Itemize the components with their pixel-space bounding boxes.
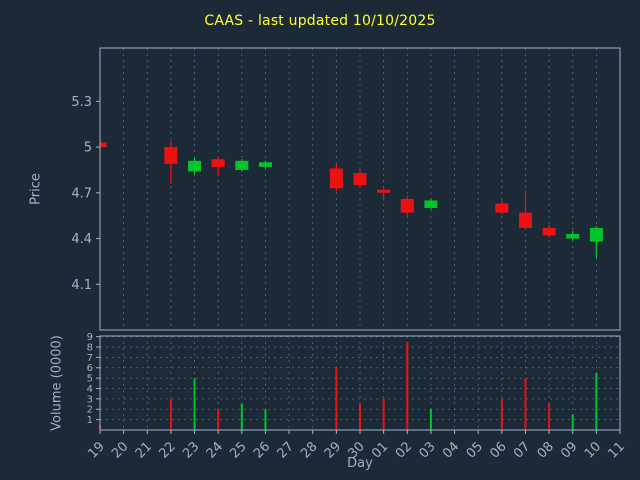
day-axis-label: Day (347, 456, 373, 471)
candle-body (329, 168, 343, 189)
day-tick-label: 07 (511, 439, 533, 461)
volume-tick-label: 6 (87, 363, 93, 374)
day-tick-label: 04 (440, 439, 462, 461)
day-tick-label: 29 (322, 439, 344, 461)
candle-body (566, 233, 580, 239)
day-tick-label: 20 (109, 439, 131, 461)
candle-body (424, 200, 438, 209)
day-tick-label: 21 (133, 439, 155, 461)
volume-tick-label: 3 (87, 394, 93, 405)
day-tick-label: 08 (535, 439, 557, 461)
gridlines (99, 48, 621, 430)
candlesticks (100, 139, 603, 259)
day-tick-label: 10 (582, 439, 604, 461)
day-tick-label: 25 (227, 439, 249, 461)
price-tick-label: 5.3 (71, 95, 92, 110)
price-tick-label: 4.7 (71, 186, 92, 201)
day-tick-label: 11 (606, 439, 628, 461)
candle-body (542, 227, 556, 236)
chart-title: CAAS - last updated 10/10/2025 (204, 13, 436, 29)
candle-body (518, 212, 532, 228)
day-tick-label: 01 (369, 439, 391, 461)
candle-body (258, 162, 272, 167)
price-tick-label: 4.1 (71, 278, 92, 293)
candle-body (377, 189, 391, 193)
volume-tick-label: 1 (87, 415, 93, 426)
day-tick-label: 22 (156, 439, 178, 461)
day-tick-label: 06 (487, 439, 509, 461)
volume-tick-label: 9 (87, 332, 93, 343)
volume-tick-label: 5 (87, 374, 93, 385)
day-tick-label: 19 (86, 439, 108, 461)
day-tick-label: 30 (346, 439, 368, 461)
day-tick-label: 24 (204, 439, 226, 461)
candle-body (100, 142, 107, 148)
volume-tick-label: 8 (87, 342, 93, 353)
volume-tick-label: 4 (87, 384, 93, 395)
candle-body (495, 203, 509, 213)
candle-body (211, 159, 225, 167)
day-tick-label: 27 (275, 439, 297, 461)
day-tick-label: 05 (464, 439, 486, 461)
volume-tick-label: 2 (87, 405, 93, 416)
candle-body (353, 172, 367, 186)
day-tick-label: 23 (180, 439, 202, 461)
day-tick-label: 09 (558, 439, 580, 461)
day-tick-label: 28 (298, 439, 320, 461)
candle-body (235, 160, 249, 170)
price-tick-label: 5 (84, 141, 92, 156)
volume-bars (99, 341, 598, 430)
candle-body (188, 160, 202, 172)
day-tick-label: 02 (393, 439, 415, 461)
candle-body (400, 198, 414, 213)
day-tick-label: 03 (416, 439, 438, 461)
day-tick-label: 26 (251, 439, 273, 461)
price-tick-label: 4.4 (71, 232, 92, 247)
price-tick-labels: 4.1 4.4 4.7 5 5.3 (71, 95, 100, 293)
volume-tick-label: 7 (87, 353, 93, 364)
day-tick-labels: 19 20 21 22 23 24 25 26 27 28 29 30 01 02 03 04 05 06 07 08… (86, 430, 628, 462)
candle-body (589, 227, 603, 242)
candle-body (164, 147, 178, 164)
